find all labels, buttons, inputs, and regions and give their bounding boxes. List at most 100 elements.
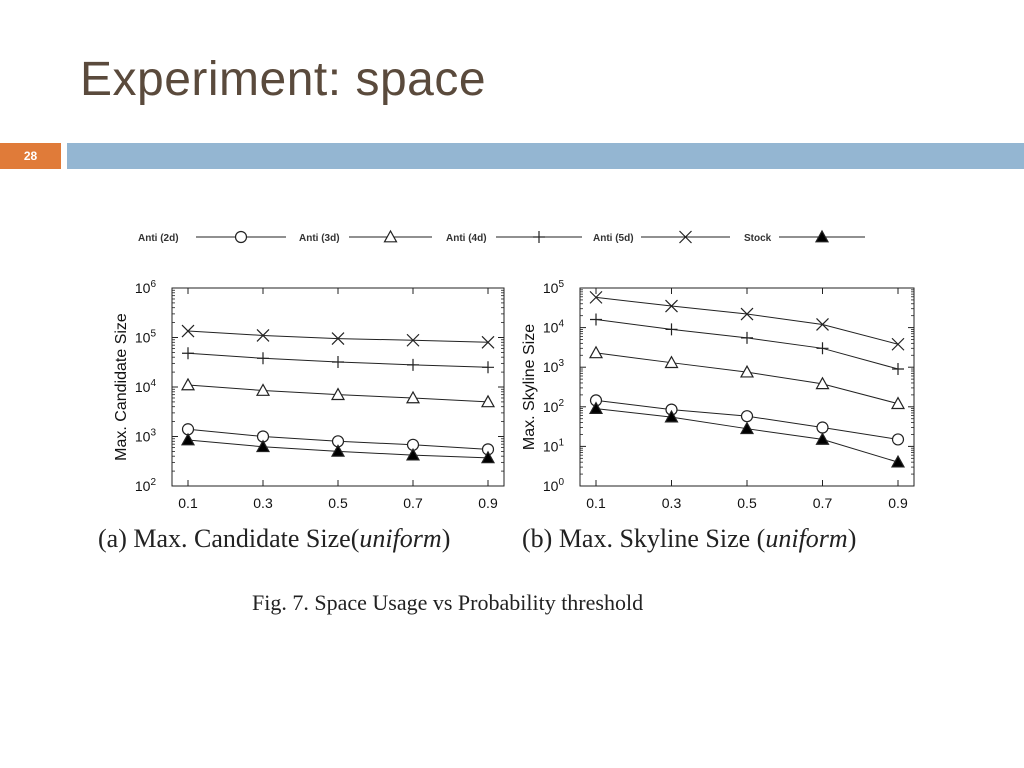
data-point (255, 383, 271, 396)
data-point (589, 290, 603, 304)
chart-panel-b: 100 101 102 103 104 105 0.1 0.3 0.5 0.7 0.9 Max. Sk… (521, 279, 915, 511)
slide-title: Experiment: space (80, 53, 487, 106)
data-point (405, 390, 421, 404)
data-point (590, 313, 602, 326)
x-tick-label: 0.3 (253, 495, 273, 511)
series-stock (180, 432, 496, 464)
legend-label: Anti (5d) (593, 233, 634, 244)
series-anti-5d (589, 290, 905, 351)
legend-item-anti-5d: Anti (5d) (593, 230, 730, 244)
data-point (182, 347, 194, 360)
y-axis-label: Max. Candidate Size (113, 313, 130, 461)
x-tick-label: 0.9 (888, 495, 908, 511)
series-anti-2d (181, 423, 495, 456)
data-point (480, 450, 496, 464)
chart-panel-a: 102 103 104 105 106 0.1 0.3 0.5 0.7 0.9 Max. Candi… (113, 279, 505, 511)
legend-marker-filled-triangle-icon (814, 229, 830, 243)
data-point (588, 345, 604, 359)
header-bar (67, 143, 1024, 169)
data-point (180, 432, 196, 446)
y-tick-label: 105 (543, 279, 565, 296)
legend-marker-circle-icon (234, 230, 248, 244)
data-point (331, 332, 345, 346)
legend-label: Anti (3d) (299, 233, 340, 244)
y-tick-label: 103 (135, 428, 157, 445)
data-point (815, 432, 830, 445)
series-anti-3d (588, 345, 906, 410)
x-tick-label: 0.7 (403, 495, 423, 511)
data-point (257, 352, 269, 365)
legend-marker-cross-icon (679, 230, 692, 244)
data-point (480, 394, 496, 408)
series-line (187, 330, 489, 343)
data-point (256, 329, 270, 342)
caption-b: (b) Max. Skyline Size (uniform) (522, 524, 857, 553)
y-tick-label: 100 (543, 477, 565, 494)
data-point (890, 396, 906, 410)
series-anti-3d (180, 377, 496, 408)
data-point (739, 364, 755, 378)
data-point (588, 401, 604, 415)
data-point (816, 342, 829, 355)
legend-item-anti-3d: Anti (3d) (299, 229, 432, 244)
data-point (739, 421, 755, 435)
data-point (332, 355, 344, 368)
y-tick-label: 102 (543, 398, 565, 415)
x-tick-label: 0.5 (737, 495, 757, 511)
data-point (405, 447, 421, 461)
data-point (892, 363, 904, 376)
data-point (330, 387, 346, 401)
data-point (664, 355, 679, 369)
figure-caption: Fig. 7. Space Usage vs Probability thres… (252, 590, 644, 615)
series-line (595, 319, 899, 370)
x-tick-label: 0.7 (813, 495, 833, 511)
x-tick-label: 0.1 (586, 495, 606, 511)
data-point (740, 410, 754, 423)
data-point (664, 409, 679, 423)
y-tick-label: 103 (543, 358, 565, 375)
data-point (815, 376, 830, 390)
series-anti-4d (590, 313, 904, 376)
x-tick-label: 0.3 (662, 495, 682, 511)
data-point (481, 335, 495, 349)
data-point (181, 324, 195, 338)
y-tick-label: 104 (543, 319, 565, 336)
legend-item-stock: Stock (744, 229, 865, 244)
x-tick-label: 0.9 (478, 495, 498, 511)
series-anti-2d (589, 394, 905, 446)
y-tick-label: 105 (135, 329, 157, 346)
data-point (665, 323, 678, 336)
legend-marker-plus-icon (533, 231, 545, 243)
data-point (740, 307, 754, 321)
y-tick-label: 102 (135, 477, 157, 494)
data-point (891, 337, 905, 351)
data-point (741, 331, 753, 344)
data-point (255, 439, 271, 453)
legend-label: Anti (2d) (138, 233, 179, 244)
data-point (665, 299, 678, 313)
data-point (406, 333, 420, 347)
legend-item-anti-4d: Anti (4d) (446, 231, 582, 244)
y-tick-label: 104 (135, 378, 157, 395)
legend-marker-triangle-icon (383, 229, 398, 243)
x-tick-label: 0.1 (178, 495, 198, 511)
x-tick-label: 0.5 (328, 495, 348, 511)
y-axis-label: Max. Skyline Size (521, 324, 538, 450)
series-stock (588, 401, 906, 468)
data-point (180, 377, 196, 391)
plot-frame (579, 287, 915, 487)
y-tick-label: 101 (543, 437, 565, 454)
series-anti-5d (181, 324, 495, 349)
data-point (407, 358, 419, 371)
data-point (890, 454, 906, 468)
caption-a: (a) Max. Candidate Size(uniform) (98, 524, 451, 553)
series-line (595, 352, 899, 405)
data-point (816, 318, 829, 331)
legend-label: Stock (744, 233, 772, 244)
data-point (891, 433, 905, 446)
series-anti-4d (182, 347, 494, 374)
data-point (816, 421, 829, 434)
data-point (330, 444, 346, 457)
legend-label: Anti (4d) (446, 233, 487, 244)
